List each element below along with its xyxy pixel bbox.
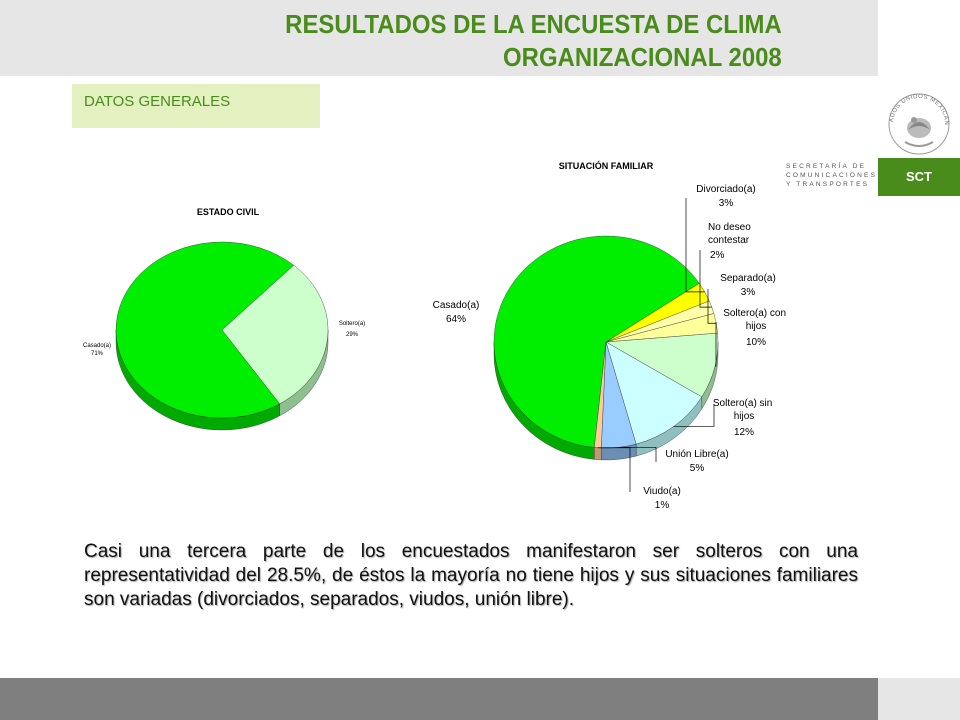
estado-civil-slice-casado-a (115, 241, 295, 419)
sf-value-no-deseo: 2% (710, 250, 725, 261)
situacion-familiar-slice-casado-a (493, 235, 700, 448)
sf-label-soltero-con-hijos-line-2: hijos (746, 321, 767, 332)
charts-area: ESTADO CIVIL Casado(a) 71% Soltero(a) 29… (83, 160, 789, 511)
leader-line-divorciado-a (685, 198, 705, 293)
sf-label-soltero-sin-hijos-line-2: hijos (734, 411, 755, 422)
sf-value-viudo: 1% (655, 500, 670, 511)
sf-label-soltero-sin-hijos: Soltero(a) sin hijos (713, 398, 775, 422)
estado-civil-slice-soltero-a (221, 264, 329, 405)
situacion-familiar-slice-side-viudo-a (594, 447, 602, 461)
page-title-line-1: RESULTADOS DE LA ENCUESTA DE CLIMA (285, 9, 782, 39)
sf-value-soltero-con-hijos: 10% (746, 337, 766, 348)
sf-label-soltero-con-hijos-line-1: Soltero(a) con (723, 308, 786, 319)
estado-civil-label-casado: Casado(a) (83, 343, 111, 349)
sf-label-divorciado: Divorciado(a) (696, 184, 755, 195)
national-seal-icon: ESTADOS UNIDOS MEXICANOS (881, 84, 950, 155)
footer-bar-right (878, 678, 960, 720)
sf-label-union-libre: Unión Libre(a) (665, 449, 728, 460)
secretaria-name: SECRETARÍA DE COMUNICACIONES Y TRANSPORT… (786, 162, 878, 189)
sf-value-casado: 64% (446, 314, 466, 325)
section-label: DATOS GENERALES (84, 93, 231, 110)
estado-civil-pie (115, 241, 329, 431)
sf-label-separado: Separado(a) (720, 273, 776, 284)
sf-label-soltero-con-hijos: Soltero(a) con hijos (723, 308, 789, 332)
sf-value-union-libre: 5% (690, 463, 705, 474)
sf-label-casado: Casado(a) (433, 300, 480, 311)
leader-line-union-libre-a (618, 446, 657, 462)
secretaria-line-3: Y TRANSPORTES (786, 181, 870, 188)
leader-line-viudo-a (597, 447, 631, 492)
estado-civil-value-soltero: 29% (346, 332, 359, 338)
leader-line-soltero-a-con-hijos (715, 322, 717, 367)
sf-label-no-deseo-line-1: No deseo (708, 222, 751, 233)
sct-logo: SCT (878, 158, 960, 196)
page-title: RESULTADOS DE LA ENCUESTA DE CLIMA ORGAN… (285, 8, 782, 74)
page-title-line-2: ORGANIZACIONAL 2008 (503, 42, 782, 72)
caption-text: Casi una tercera parte de los encuestado… (84, 541, 858, 610)
secretaria-line-2: COMUNICACIONES (786, 172, 878, 179)
sf-value-soltero-sin-hijos: 12% (734, 427, 754, 438)
estado-civil-value-casado: 71% (91, 351, 104, 357)
sf-label-no-deseo: No deseo contestar (708, 222, 754, 246)
sf-value-divorciado: 3% (719, 198, 734, 209)
footer-bar (0, 678, 878, 720)
leader-line-separado-a (707, 289, 717, 324)
estado-civil-label-soltero: Soltero(a) (339, 321, 365, 327)
sf-label-viudo: Viudo(a) (643, 486, 681, 497)
secretaria-line-1: SECRETARÍA DE (786, 163, 867, 170)
title-bar: RESULTADOS DE LA ENCUESTA DE CLIMA ORGAN… (0, 0, 878, 76)
situacion-familiar-title: SITUACIÓN FAMILIAR (559, 160, 654, 171)
situacion-familiar-pie (493, 235, 719, 461)
sf-label-no-deseo-line-2: contestar (708, 235, 750, 246)
sf-label-soltero-sin-hijos-line-1: Soltero(a) sin (713, 398, 772, 409)
sf-value-separado: 3% (741, 287, 756, 298)
leader-line-soltero-a-sin-hijos (673, 404, 715, 427)
section-label-box: DATOS GENERALES (72, 84, 320, 128)
situacion-familiar-leader-lines (597, 198, 717, 492)
estado-civil-title: ESTADO CIVIL (197, 207, 260, 217)
